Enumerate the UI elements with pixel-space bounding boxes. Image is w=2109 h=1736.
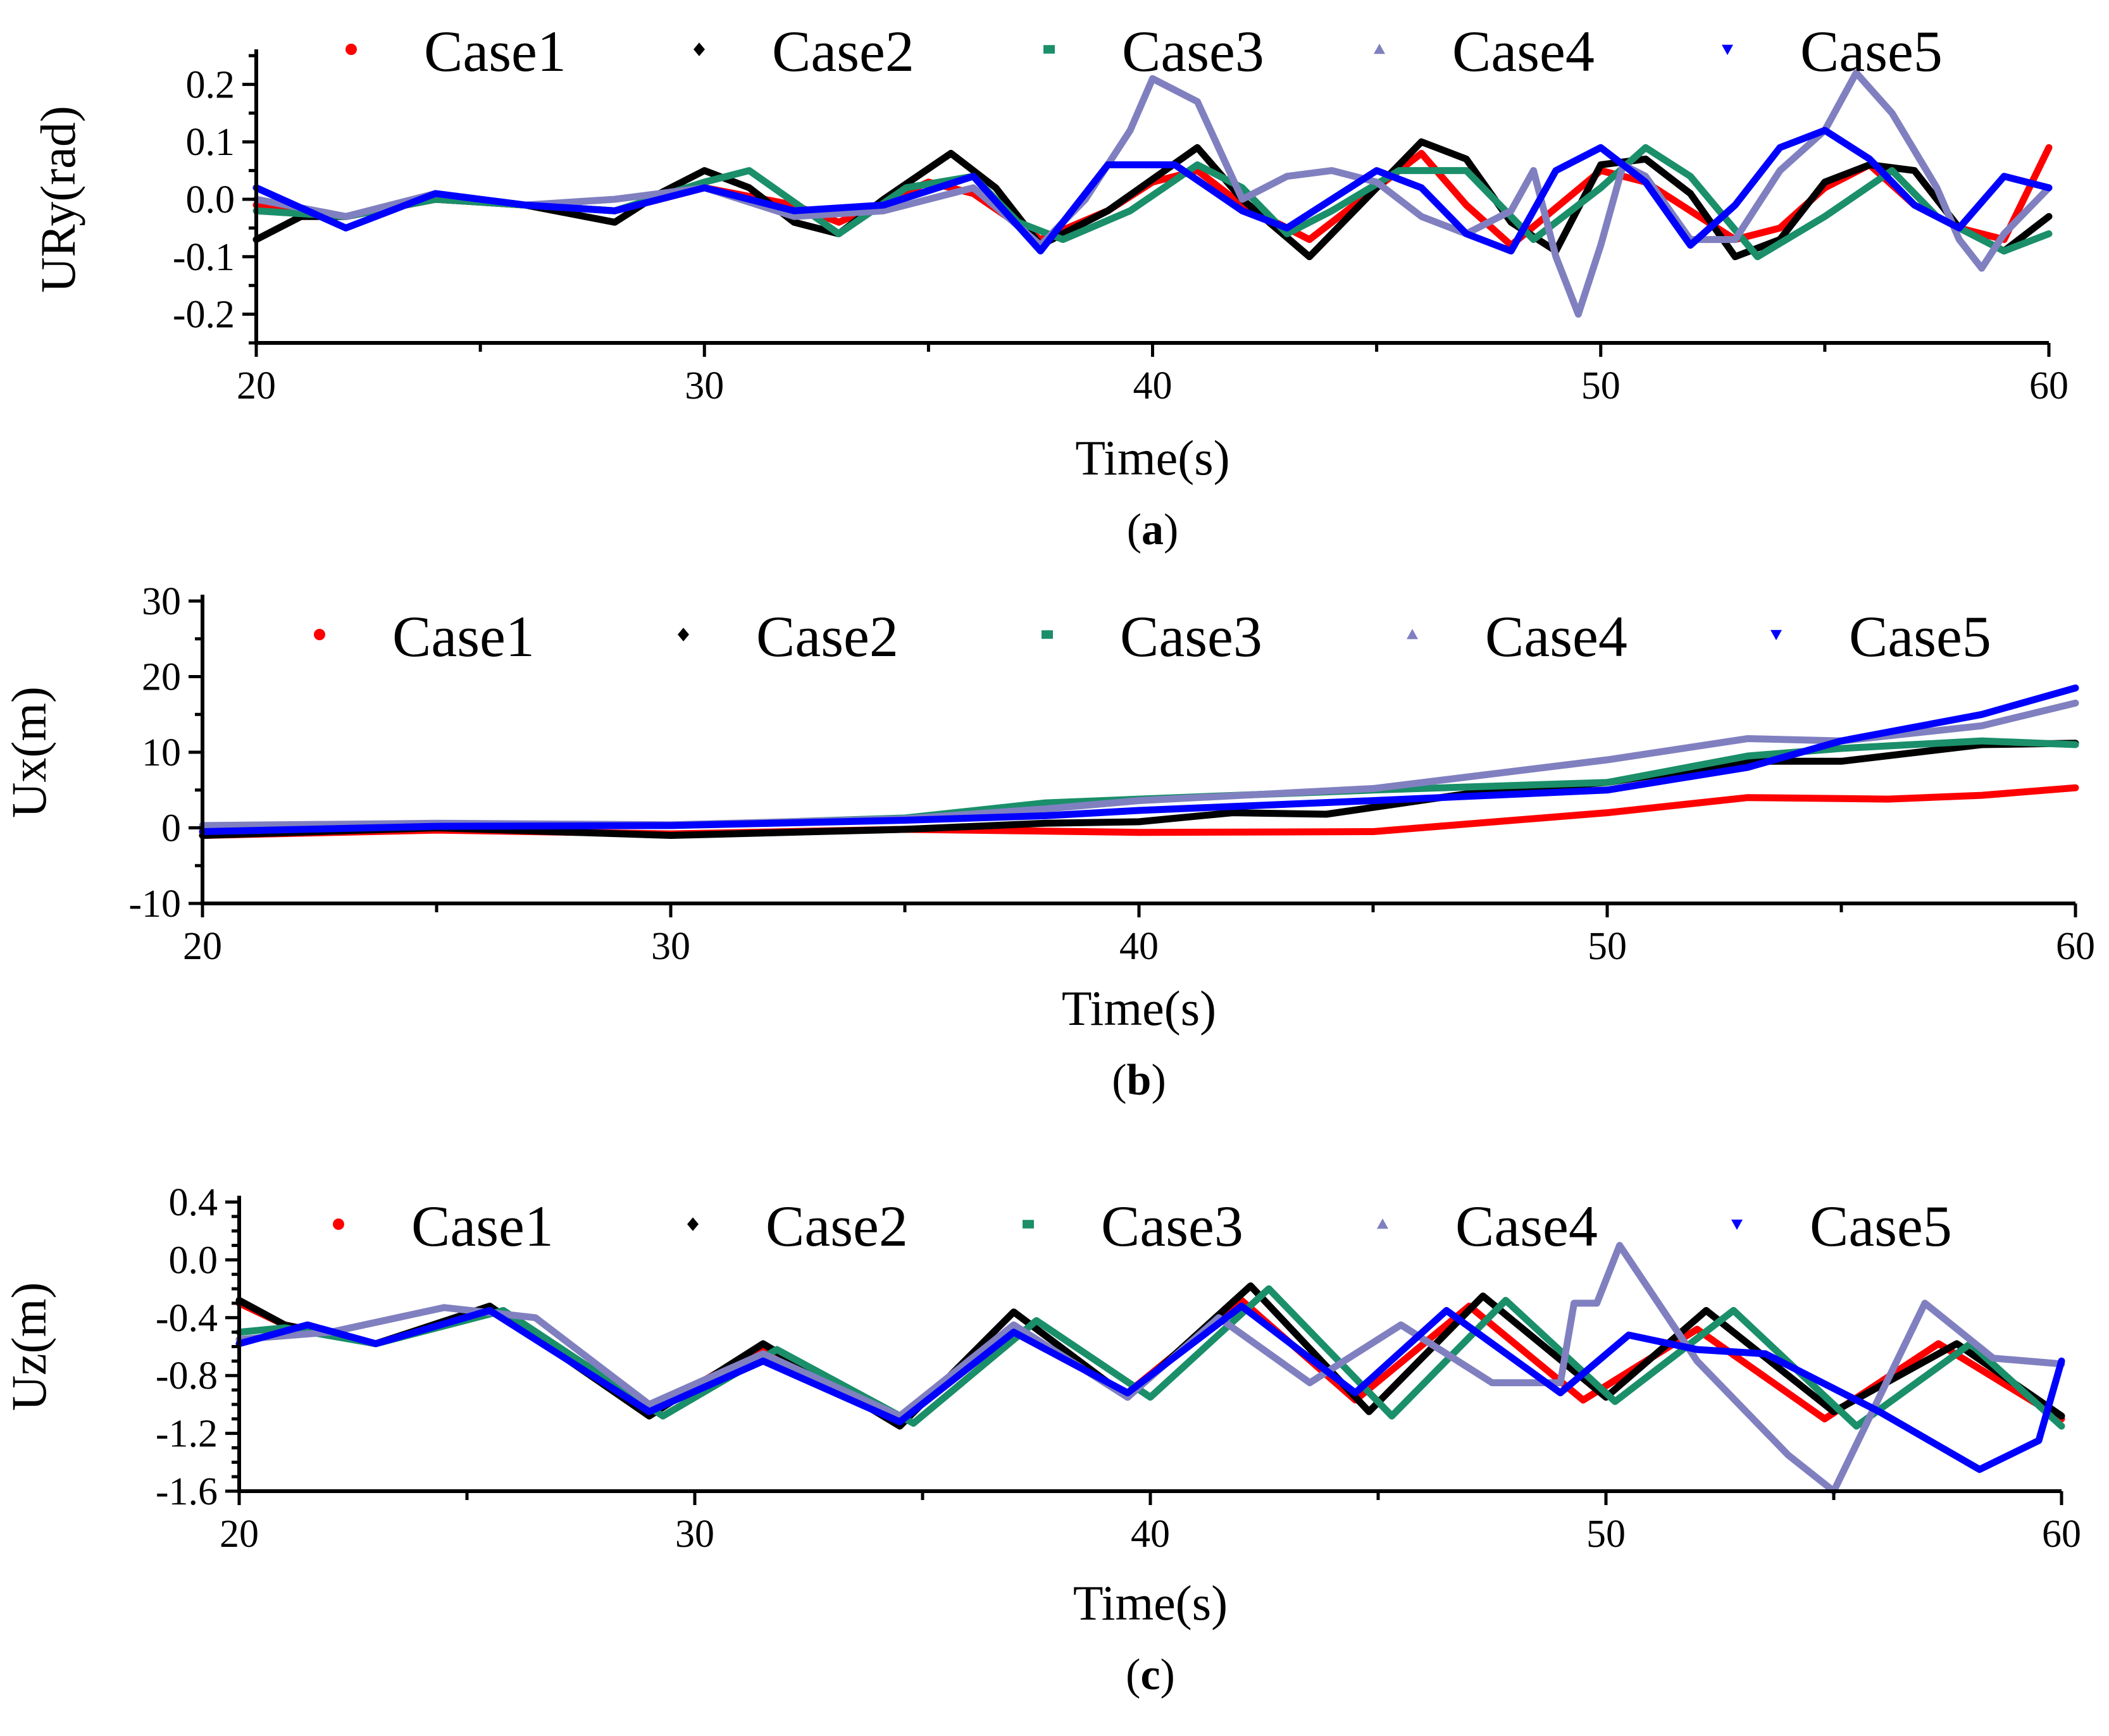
legend-label-case2: Case2 — [756, 604, 899, 669]
y-axis-title: Uz(m) — [1, 1282, 56, 1411]
legend-marker-case2 — [694, 42, 705, 56]
series-group-a — [252, 69, 2053, 318]
legend-label-case3: Case3 — [1122, 19, 1264, 84]
y-tick-label: 10 — [142, 731, 181, 774]
x-axis-title: Time(s) — [1075, 430, 1229, 485]
panel-caption: (b) — [1112, 1056, 1166, 1105]
y-tick-label: -0.8 — [156, 1355, 218, 1398]
legend-marker-case4 — [1407, 629, 1418, 640]
x-tick-label: 30 — [675, 1513, 714, 1556]
y-tick-label: -0.4 — [156, 1297, 218, 1340]
legend-label-case3: Case3 — [1120, 604, 1262, 669]
y-tick-label: 20 — [142, 656, 181, 699]
x-tick-label: 20 — [183, 925, 222, 968]
y-axis-title: URy(rad) — [30, 106, 85, 293]
y-tick-label: 0 — [161, 807, 181, 850]
legend-marker-case1 — [333, 1218, 344, 1230]
legend-label-case1: Case1 — [424, 19, 566, 84]
x-tick-label: 40 — [1133, 364, 1173, 407]
y-tick-label: -1.6 — [156, 1470, 218, 1513]
x-tick-label: 50 — [1581, 364, 1621, 407]
series-line-case4 — [252, 69, 2053, 318]
series-line-case2 — [235, 1282, 2065, 1430]
x-tick-label: 60 — [2056, 925, 2095, 968]
x-tick-label: 40 — [1119, 925, 1159, 968]
legend-label-case1: Case1 — [411, 1194, 554, 1258]
legend-marker-case5 — [1731, 1219, 1743, 1230]
legend-marker-case3 — [1042, 630, 1053, 639]
x-tick-label: 60 — [2029, 364, 2069, 407]
legend-label-case1: Case1 — [392, 604, 535, 669]
legend-label-case2: Case2 — [772, 19, 914, 84]
series-line-case5 — [252, 127, 2053, 255]
y-tick-label: 0.0 — [169, 1239, 218, 1282]
legend-label-case5: Case5 — [1800, 19, 1943, 84]
panel-caption: (a) — [1127, 505, 1179, 554]
x-tick-label: 40 — [1131, 1513, 1170, 1556]
x-tick-label: 20 — [220, 1513, 259, 1556]
legend-label-case4: Case4 — [1485, 604, 1627, 669]
y-tick-label: 0.1 — [186, 121, 235, 164]
legend-marker-case5 — [1770, 629, 1782, 640]
x-tick-label: 60 — [2042, 1513, 2081, 1556]
legend-label-case4: Case4 — [1455, 1194, 1598, 1258]
series-line-case2 — [199, 740, 2079, 839]
series-group-c — [235, 1242, 2065, 1495]
legend-marker-case3 — [1043, 45, 1055, 54]
legend-marker-case1 — [345, 44, 357, 55]
legend-label-case3: Case3 — [1101, 1194, 1243, 1258]
y-tick-label: -0.1 — [173, 236, 235, 279]
y-tick-label: 30 — [142, 580, 181, 623]
x-axis-title: Time(s) — [1073, 1575, 1228, 1630]
y-tick-label: -1.2 — [156, 1413, 218, 1456]
series-group-b — [199, 684, 2079, 839]
legend-label-case5: Case5 — [1810, 1194, 1952, 1258]
x-tick-label: 20 — [237, 364, 276, 407]
y-tick-label: 0.4 — [169, 1181, 218, 1224]
legend: Case1 Case2 Case3 Case4 Case5 — [345, 19, 1943, 84]
panel-c: 20 30 40 50 60 -1.6 -1.2 -0.8 -0.4 0.0 0.4 Time(s) U… — [1, 1181, 2081, 1699]
y-axis-title: Ux(m) — [1, 686, 56, 818]
y-tick-label: -10 — [128, 883, 181, 926]
x-tick-label: 50 — [1588, 925, 1627, 968]
legend-marker-case3 — [1023, 1220, 1034, 1229]
series-line-case5 — [235, 1303, 2065, 1473]
legend-marker-case4 — [1374, 44, 1385, 54]
legend-marker-case4 — [1377, 1218, 1388, 1229]
series-line-case5 — [199, 684, 2079, 835]
legend-label-case4: Case4 — [1452, 19, 1595, 84]
legend: Case1 Case2 Case3 Case4 Case5 — [314, 604, 1991, 669]
panel-caption: (c) — [1126, 1651, 1175, 1699]
panel-a: 20 30 40 50 60 -0.2 -0.1 0.0 0.1 0.2 Time(s) URy(ra… — [30, 19, 2069, 554]
x-axis-title: Time(s) — [1062, 981, 1216, 1036]
series-line-case4 — [235, 1242, 2065, 1495]
legend-marker-case2 — [678, 628, 689, 642]
legend-marker-case5 — [1722, 44, 1733, 55]
series-line-case3 — [235, 1285, 2065, 1430]
x-tick-label: 30 — [651, 925, 690, 968]
legend-label-case5: Case5 — [1849, 604, 1991, 669]
y-tick-label: 0.2 — [186, 63, 235, 106]
y-tick-label: -0.2 — [173, 294, 235, 337]
legend: Case1 Case2 Case3 Case4 Case5 — [333, 1194, 1952, 1258]
legend-marker-case2 — [687, 1217, 699, 1231]
x-tick-label: 50 — [1586, 1513, 1626, 1556]
legend-label-case2: Case2 — [766, 1194, 908, 1258]
x-tick-label: 30 — [685, 364, 724, 407]
y-tick-label: 0.0 — [186, 178, 235, 221]
legend-marker-case1 — [314, 629, 325, 640]
